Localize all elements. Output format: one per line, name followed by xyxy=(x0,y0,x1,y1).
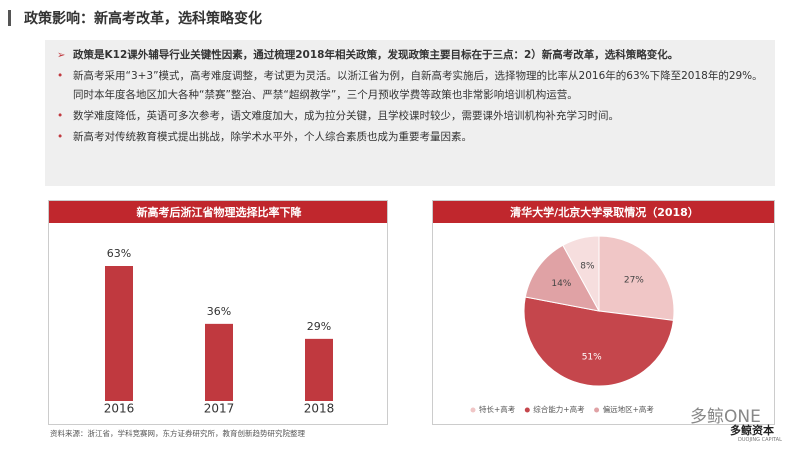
bar xyxy=(105,266,133,401)
bar xyxy=(205,323,233,401)
bullet: 政策是K12课外辅导行业关键性因素，通过梳理2018年相关政策，发现政策主要目标… xyxy=(57,46,765,65)
chart-title: 新高考后浙江省物理选择比率下降 xyxy=(137,205,303,219)
pie-slice xyxy=(598,235,675,321)
title-marker xyxy=(8,10,11,26)
bar-chart: 新高考后浙江省物理选择比率下降 63% 2016 36% 2017 29% 2018 xyxy=(48,200,388,425)
bullet: 数学难度降低，英语可多次参考，语文难度加大，成为拉分关键，且学校课时较少，需要课… xyxy=(57,107,765,126)
page-title: 政策影响：新高考改革，选科策略变化 xyxy=(24,11,262,27)
data-label: 27% xyxy=(624,276,644,286)
chart-title: 清华大学/北京大学录取情况（2018） xyxy=(510,205,699,219)
logo: 多鲸资本 xyxy=(730,424,774,437)
summary-box: 政策是K12课外辅导行业关键性因素，通过梳理2018年相关政策，发现政策主要目标… xyxy=(45,40,775,186)
x-tick-label: 2018 xyxy=(304,402,335,416)
data-label: 36% xyxy=(207,305,231,318)
pie-chart: 清华大学/北京大学录取情况（2018） 27% 51% 14% 8% 特长+高考 综合能力+… xyxy=(432,200,775,425)
pie-slice xyxy=(523,296,674,387)
data-label: 63% xyxy=(107,247,131,260)
chart-header xyxy=(49,201,387,223)
data-label: 29% xyxy=(307,320,331,333)
x-tick-label: 2016 xyxy=(104,402,135,416)
x-tick-label: 2017 xyxy=(204,402,235,416)
data-label: 8% xyxy=(580,261,595,271)
logo-subtitle: DUOJING CAPITAL xyxy=(738,437,782,443)
chart-header xyxy=(433,201,774,223)
legend-swatch xyxy=(594,407,600,413)
bar xyxy=(305,338,333,401)
bullet: 新高考对传统教育模式提出挑战，除学术水平外，个人综合素质也成为重要考量因素。 xyxy=(57,128,765,147)
legend-label: 综合能力+高考 xyxy=(533,404,585,414)
data-label: 51% xyxy=(582,352,602,362)
legend-label: 特长+高考 xyxy=(479,404,516,414)
legend-swatch xyxy=(524,407,530,413)
legend-label: 偏远地区+高考 xyxy=(603,404,655,414)
legend-swatch xyxy=(470,407,476,413)
source-note: 资料来源：浙江省，学科竞赛网，东方证券研究所，教育创新趋势研究院整理 xyxy=(50,429,305,438)
pie-slice xyxy=(524,244,600,312)
data-label: 14% xyxy=(551,279,571,289)
watermark: 多鲸ONE xyxy=(690,407,761,427)
pie-slice xyxy=(562,235,600,312)
bullet: 新高考采用“3+3”模式，高考难度调整，考试更为灵活。以浙江省为例，自新高考实施… xyxy=(57,67,765,105)
